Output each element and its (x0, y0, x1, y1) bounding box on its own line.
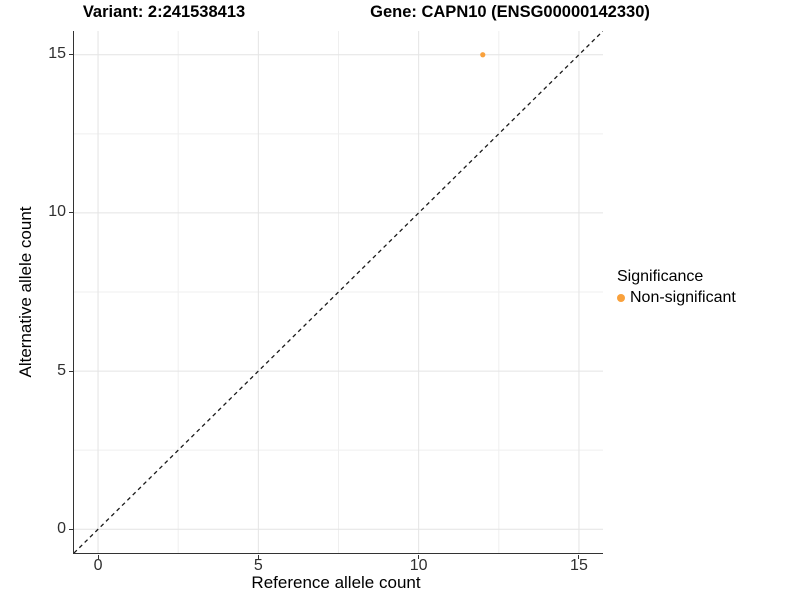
plot-title-variant: Variant: 2:241538413 (82, 3, 246, 21)
x-axis-tick-label: 10 (409, 557, 428, 574)
y-axis-tick-mark (68, 370, 73, 372)
y-axis-tick-label: 5 (57, 361, 66, 379)
legend-entries: Non-significant (613, 289, 736, 307)
y-axis-tick-label: 10 (48, 203, 66, 221)
y-axis-tick-mark (68, 54, 73, 56)
legend-title: Significance (617, 268, 704, 285)
x-axis-tick-mark (97, 554, 99, 559)
y-axis-tick-mark (68, 528, 73, 530)
plot-panel (72, 31, 603, 554)
legend-point-icon (617, 294, 625, 302)
y-axis-tick-mark (68, 212, 73, 214)
y-axis-tick-label: 0 (57, 519, 66, 537)
x-axis-tick-mark (257, 554, 259, 559)
y-axis-tick-label: 15 (48, 45, 66, 63)
legend: Significance Non-significant (613, 268, 736, 307)
y-axis-title: Alternative allele count (16, 206, 35, 378)
plot-title-gene: Gene: CAPN10 (ENSG00000142330) (370, 3, 650, 21)
legend-entry: Non-significant (613, 289, 736, 307)
x-axis-tick-mark (578, 554, 580, 559)
x-axis-tick-mark (418, 554, 420, 559)
data-point (479, 52, 485, 58)
identity-line (73, 31, 603, 553)
plot-area-svg (73, 31, 603, 553)
x-axis-tick-label: 15 (570, 557, 588, 574)
legend-entry-label: Non-significant (630, 289, 736, 306)
x-axis-tick-label: 0 (93, 557, 103, 574)
x-axis-title: Reference allele count (251, 573, 421, 592)
x-axis-tick-label: 5 (253, 557, 263, 574)
